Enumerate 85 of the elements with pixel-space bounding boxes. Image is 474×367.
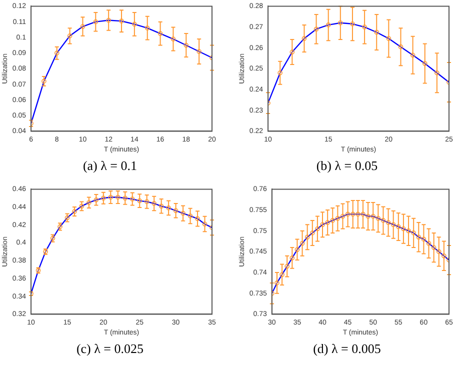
point: [106, 18, 111, 23]
point: [144, 199, 150, 204]
point: [314, 26, 319, 32]
point: [304, 234, 310, 240]
text: (d) λ = 0.005: [312, 341, 382, 357]
point: [442, 253, 446, 258]
point: [325, 220, 330, 225]
point: [410, 52, 416, 58]
point: [130, 196, 135, 202]
point: [366, 214, 370, 219]
point: [416, 234, 422, 240]
point: [436, 249, 442, 254]
point: [188, 214, 193, 218]
point: [421, 236, 426, 242]
point: [374, 30, 380, 35]
point: [300, 240, 305, 246]
point: [137, 198, 142, 204]
point: [360, 212, 366, 217]
point: [202, 222, 208, 226]
point: [170, 36, 176, 42]
point: [310, 230, 315, 236]
point: [431, 245, 436, 250]
point: [422, 61, 428, 66]
point: [434, 70, 440, 76]
point: [401, 226, 406, 232]
point: [54, 50, 60, 56]
point: [278, 70, 282, 76]
point: [67, 33, 72, 38]
text: (b) λ = 0.05: [315, 158, 379, 174]
point: [386, 220, 391, 225]
point: [108, 194, 114, 200]
point: [173, 208, 178, 214]
point: [93, 19, 98, 24]
point: [284, 264, 290, 269]
point: [80, 24, 86, 29]
point: [101, 196, 106, 201]
point: [132, 22, 137, 27]
point: [94, 198, 99, 202]
point: [115, 194, 120, 200]
point: [386, 36, 392, 41]
point: [396, 224, 401, 230]
point: [426, 240, 432, 246]
point: [335, 216, 340, 221]
point: [158, 31, 163, 36]
point: [362, 24, 367, 30]
point: [380, 218, 386, 223]
point: [79, 204, 84, 209]
point: [302, 36, 307, 41]
text: (c) λ = 0.025: [75, 341, 145, 357]
point: [315, 226, 320, 232]
point: [122, 196, 128, 201]
point: [158, 204, 164, 209]
point: [390, 222, 396, 228]
point: [86, 200, 92, 205]
point: [398, 44, 404, 50]
point: [72, 209, 77, 214]
point: [119, 18, 124, 24]
point: [338, 20, 343, 26]
point: [326, 22, 331, 28]
text: (a) λ = 0.1: [82, 158, 138, 174]
point: [42, 78, 46, 84]
point: [166, 206, 171, 210]
point: [406, 228, 411, 234]
point: [320, 222, 325, 228]
point: [411, 230, 416, 236]
point: [330, 218, 336, 223]
point: [356, 212, 360, 217]
point: [280, 272, 284, 278]
point: [376, 216, 381, 221]
point: [152, 201, 156, 206]
point: [370, 214, 376, 219]
point: [195, 216, 200, 222]
point: [290, 50, 295, 54]
point: [274, 280, 280, 286]
point: [196, 49, 202, 54]
point: [350, 22, 355, 26]
point: [294, 247, 300, 252]
point: [340, 214, 346, 219]
point: [290, 256, 295, 260]
point: [345, 212, 350, 217]
point: [184, 42, 189, 48]
point: [350, 212, 356, 217]
point: [64, 215, 70, 220]
point: [144, 26, 150, 30]
point: [180, 210, 186, 216]
